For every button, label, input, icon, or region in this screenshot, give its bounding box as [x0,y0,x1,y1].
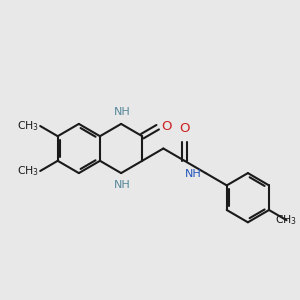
Text: O: O [161,120,172,133]
Text: NH: NH [185,169,202,179]
Text: O: O [179,122,189,135]
Text: CH$_3$: CH$_3$ [17,164,39,178]
Text: CH$_3$: CH$_3$ [17,119,39,133]
Text: CH$_3$: CH$_3$ [275,213,298,227]
Text: NH: NH [114,180,131,190]
Text: NH: NH [114,107,131,117]
